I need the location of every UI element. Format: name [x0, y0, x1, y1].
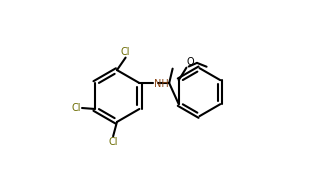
Text: NH: NH — [154, 79, 169, 89]
Text: Cl: Cl — [72, 103, 81, 113]
Text: Cl: Cl — [121, 47, 130, 57]
Text: O: O — [187, 57, 195, 67]
Text: Cl: Cl — [108, 137, 118, 147]
